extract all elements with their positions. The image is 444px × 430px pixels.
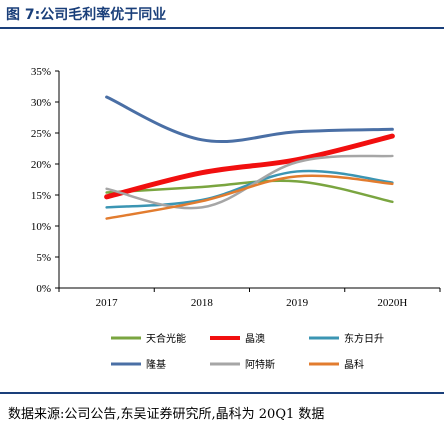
y-tick-label: 10% <box>31 221 51 233</box>
legend-label: 东方日升 <box>344 332 384 345</box>
chart-title: 图 7:公司毛利率优于同业 <box>6 7 167 23</box>
x-tick-label: 2018 <box>191 297 214 309</box>
y-tick-label: 20% <box>31 159 51 171</box>
y-tick-label: 25% <box>31 128 51 140</box>
legend-label: 隆基 <box>146 358 166 371</box>
x-tick-label: 2017 <box>96 297 119 309</box>
legend-label: 天合光能 <box>146 332 186 345</box>
series-line-2 <box>105 169 394 209</box>
series-line-5 <box>105 174 394 220</box>
legend-label: 晶科 <box>344 358 364 371</box>
chart-series <box>104 95 395 220</box>
series-line-3 <box>105 95 394 144</box>
y-tick-label: 35% <box>31 66 51 78</box>
title-divider <box>0 27 444 29</box>
y-tick-label: 5% <box>36 252 51 264</box>
series-line-1 <box>104 133 395 200</box>
footer-divider <box>0 392 444 394</box>
y-tick-label: 0% <box>36 283 51 295</box>
line-chart: 0%5%10%15%20%25%30%35%2017 2018 2019 2020H … <box>31 66 441 371</box>
y-tick-label: 15% <box>31 190 51 202</box>
series-line-0 <box>105 179 394 204</box>
y-tick-label: 30% <box>31 97 51 109</box>
x-tick-label: 2019 <box>286 297 309 309</box>
x-tick-label: 2020H <box>377 297 407 309</box>
legend-label: 晶澳 <box>245 332 265 345</box>
legend-label: 阿特斯 <box>245 358 275 371</box>
data-source-note: 数据来源:公司公告,东吴证券研究所,晶科为 20Q1 数据 <box>8 407 325 422</box>
chart-axes: 0% 5% 10% 15% 20% 25% 30% 35% 2017 2018 2019 2020H <box>31 66 441 309</box>
